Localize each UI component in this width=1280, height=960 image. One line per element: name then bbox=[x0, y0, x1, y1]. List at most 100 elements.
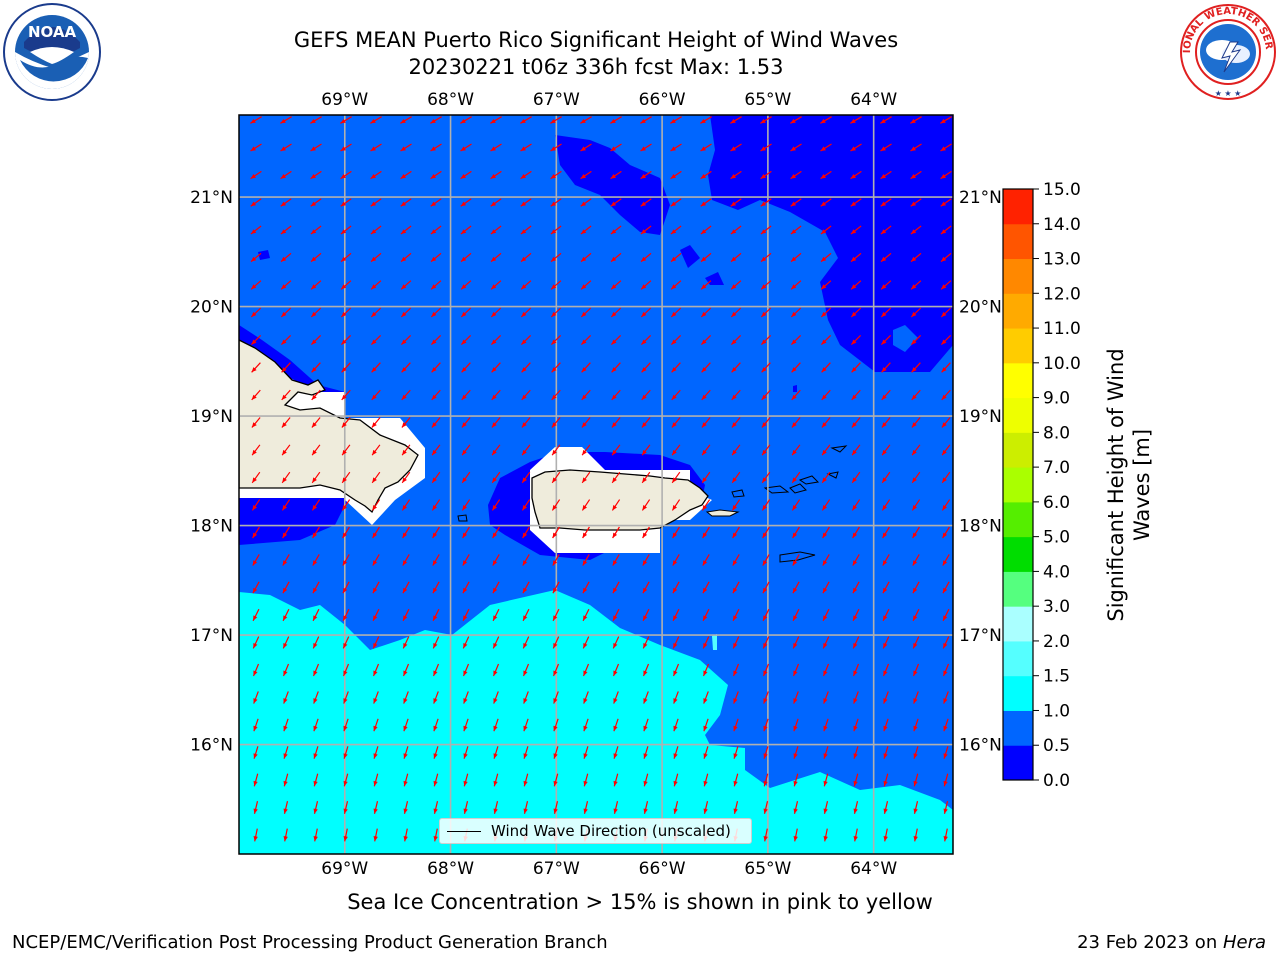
wind-arrow-head bbox=[371, 422, 377, 428]
wind-arrow-head bbox=[252, 560, 258, 566]
wind-arrow-head bbox=[251, 367, 257, 373]
wind-arrow-head bbox=[372, 532, 378, 538]
wind-arrow-head bbox=[581, 339, 587, 345]
wind-arrow-head bbox=[462, 560, 468, 566]
wind-arrow-head bbox=[463, 808, 468, 814]
wind-arrow-head bbox=[280, 174, 286, 179]
wind-arrow-head bbox=[553, 780, 558, 787]
wind-arrow-head bbox=[850, 229, 857, 234]
wind-arrow-head bbox=[883, 753, 888, 759]
wind-arrow-head bbox=[793, 615, 798, 621]
wind-arrow-head bbox=[342, 477, 347, 483]
map-frame bbox=[238, 114, 954, 855]
wind-arrow-head bbox=[491, 367, 497, 373]
wind-arrow-head bbox=[612, 449, 617, 456]
colorbar-tick-label: 12.0 bbox=[1043, 284, 1081, 304]
wind-arrow-head bbox=[822, 505, 827, 511]
wind-arrow-head bbox=[790, 118, 796, 124]
wind-arrow-head bbox=[342, 449, 347, 456]
wind-arrow-head bbox=[551, 422, 557, 428]
wind-arrow-head bbox=[730, 201, 737, 207]
wind-arrow-head bbox=[342, 560, 348, 566]
wind-arrow-head bbox=[341, 339, 347, 345]
colorbar-tick-label: 4.0 bbox=[1043, 562, 1070, 582]
wind-arrow-head bbox=[282, 449, 287, 456]
wind-arrow-head bbox=[673, 670, 678, 676]
wind-arrow-head bbox=[520, 229, 527, 234]
wind-arrow-head bbox=[821, 256, 827, 262]
hispaniola-land bbox=[239, 339, 419, 514]
wind-arrow-head bbox=[310, 201, 317, 207]
wind-arrow-head bbox=[881, 256, 887, 262]
wind-arrow-head bbox=[640, 118, 646, 124]
wind-arrow-head bbox=[611, 394, 617, 400]
wind-arrow-head bbox=[910, 201, 917, 207]
wind-arrow-head bbox=[913, 836, 918, 842]
wind-arrow-head bbox=[550, 174, 556, 179]
lat-tick-label-left: 21°N bbox=[190, 188, 233, 208]
wind-arrow-head bbox=[792, 587, 798, 594]
wind-arrow-head bbox=[373, 615, 378, 621]
wind-arrow-head bbox=[701, 422, 707, 428]
wind-arrow-head bbox=[882, 505, 887, 511]
wind-arrow-head bbox=[551, 394, 557, 400]
lat-tick-label-left: 17°N bbox=[190, 626, 233, 646]
wind-arrow-head bbox=[281, 422, 287, 428]
wind-arrow-head bbox=[821, 367, 827, 373]
wind-arrow-head bbox=[851, 367, 857, 373]
wind-arrow-head bbox=[703, 615, 708, 621]
wind-arrow-head bbox=[253, 780, 258, 787]
wind-arrow-head bbox=[853, 670, 858, 676]
wind-arrow-head bbox=[461, 367, 467, 373]
colorbar-segment bbox=[1003, 675, 1033, 711]
wind-arrow-head bbox=[610, 174, 616, 179]
wind-arrow-head bbox=[943, 698, 948, 704]
wind-arrow-head bbox=[792, 449, 797, 456]
wind-arrow-head bbox=[313, 780, 318, 787]
colorbar-segment bbox=[1003, 640, 1033, 677]
lat-tick-label-left: 19°N bbox=[190, 407, 233, 427]
wind-arrow-head bbox=[372, 449, 377, 456]
map-area bbox=[239, 115, 953, 854]
wind-arrow-head bbox=[431, 394, 437, 400]
colorbar-segment bbox=[1003, 258, 1033, 294]
wind-arrow-head bbox=[462, 477, 467, 483]
wind-arrow-head bbox=[373, 670, 378, 676]
wind-arrow-head bbox=[580, 118, 586, 124]
wind-arrow-head bbox=[673, 808, 678, 814]
wind-arrow-head bbox=[401, 422, 407, 428]
wind-arrow-head bbox=[430, 118, 436, 124]
wind-arrow-head bbox=[252, 477, 257, 483]
wind-arrow-head bbox=[311, 284, 317, 290]
wind-arrow-head bbox=[700, 229, 707, 234]
wind-arrow-head bbox=[613, 753, 618, 759]
wind-arrow-head bbox=[461, 394, 467, 400]
wind-arrow-head bbox=[460, 201, 467, 207]
wind-arrow-head bbox=[910, 118, 916, 124]
lon-tick-label-bottom: 64°W bbox=[850, 859, 897, 879]
wind-arrow-head bbox=[581, 422, 587, 428]
wind-arrow-head bbox=[613, 780, 618, 787]
wind-arrow-head bbox=[550, 146, 556, 151]
wind-arrow-head bbox=[912, 532, 918, 538]
wind-arrow-head bbox=[673, 643, 678, 649]
wind-arrow-head bbox=[853, 836, 858, 842]
wind-arrow-head bbox=[281, 394, 287, 400]
wind-arrow-head bbox=[730, 118, 736, 124]
wind-arrow-head bbox=[943, 780, 948, 787]
wind-arrow-head bbox=[793, 836, 798, 842]
wind-arrows bbox=[250, 116, 952, 842]
wind-arrow-head bbox=[761, 284, 767, 290]
wind-arrow-head bbox=[700, 118, 706, 124]
wind-arrow-head bbox=[763, 780, 768, 787]
wind-arrow-head bbox=[522, 587, 528, 594]
wind-arrow-head bbox=[761, 311, 767, 317]
wind-arrow-head bbox=[763, 836, 768, 842]
wind-arrow-head bbox=[340, 174, 346, 179]
lat-tick-label-right: 18°N bbox=[959, 517, 1002, 537]
wind-arrow-head bbox=[401, 256, 407, 262]
wind-arrow-head bbox=[370, 146, 376, 151]
colorbar-segment bbox=[1003, 293, 1033, 329]
wind-arrow-head bbox=[850, 201, 857, 207]
chart-subtitle: 20230221 t06z 336h fcst Max: 1.53 bbox=[408, 55, 784, 79]
